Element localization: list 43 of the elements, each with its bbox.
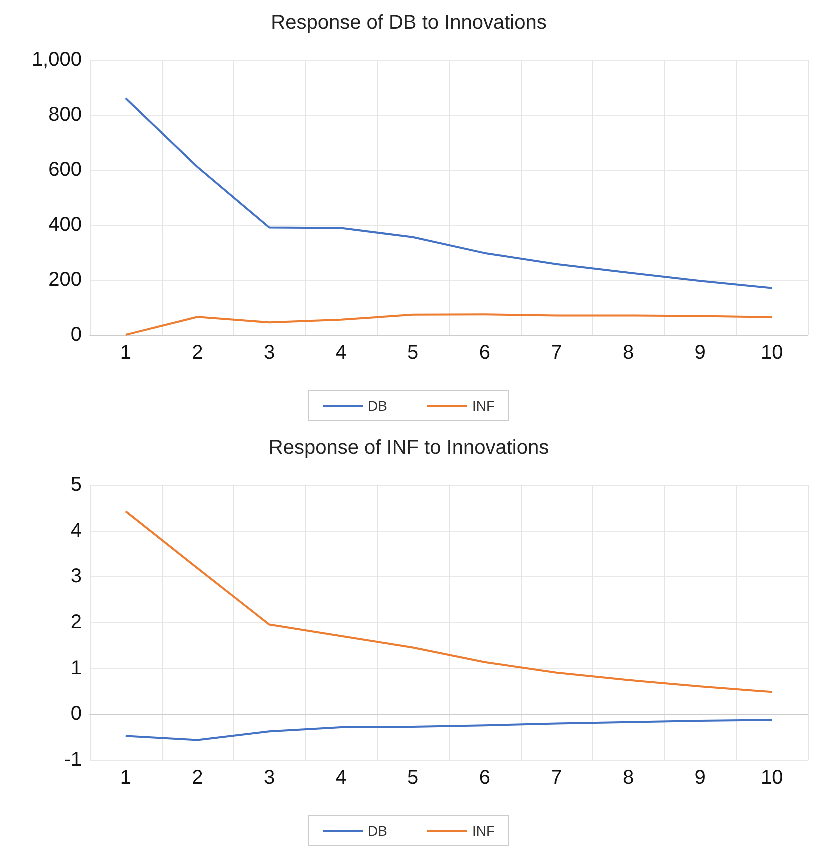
x-tick-label: 4: [336, 767, 347, 789]
y-tick-label: 400: [48, 214, 82, 236]
x-tick-label: 6: [479, 767, 490, 789]
line-series: [124, 314, 774, 336]
x-tick-label: 6: [479, 342, 490, 364]
x-tick-label: 4: [336, 342, 347, 364]
y-tick-label: 1: [70, 657, 82, 680]
x-tick-label: 10: [760, 767, 784, 789]
x-tick-label: 1: [120, 767, 132, 789]
y-tick-label: 0: [70, 324, 82, 346]
y-tick-label: 0: [70, 703, 82, 726]
line-series: [124, 510, 774, 694]
x-tick-label: 3: [264, 767, 276, 789]
y-tick-label: 200: [48, 269, 82, 291]
x-tick-label: 2: [192, 342, 204, 364]
x-tick-label: 5: [408, 767, 419, 789]
y-tick-label: 3: [70, 566, 82, 588]
y-tick-label: 800: [48, 104, 82, 126]
x-tick-label: 8: [622, 342, 634, 364]
x-tick-label: 3: [264, 342, 276, 364]
x-tick-label: 7: [551, 767, 562, 789]
chart-title: Response of INF to Innovations: [268, 437, 550, 459]
legend-label: DB: [368, 398, 388, 414]
x-tick-label: 8: [622, 767, 634, 789]
chart-title: Response of DB to Innovations: [271, 12, 547, 34]
x-tick-label: 10: [760, 342, 784, 364]
line-series: [124, 98, 774, 290]
y-tick-label: 4: [70, 520, 82, 542]
x-tick-label: 7: [551, 342, 562, 364]
y-tick-label: 2: [70, 612, 82, 634]
y-tick-label: -1: [64, 749, 82, 771]
y-tick-label: 5: [70, 474, 82, 496]
line-series: [124, 719, 774, 742]
legend-label: INF: [472, 823, 496, 839]
x-tick-label: 2: [192, 767, 204, 789]
y-tick-label: 600: [48, 159, 82, 181]
x-tick-label: 9: [694, 767, 706, 789]
legend-label: INF: [472, 398, 496, 414]
legend-label: DB: [368, 823, 388, 839]
x-tick-label: 5: [408, 342, 419, 364]
x-tick-label: 1: [120, 342, 132, 364]
x-tick-label: 9: [694, 342, 706, 364]
y-tick-label: 1,000: [32, 49, 82, 71]
